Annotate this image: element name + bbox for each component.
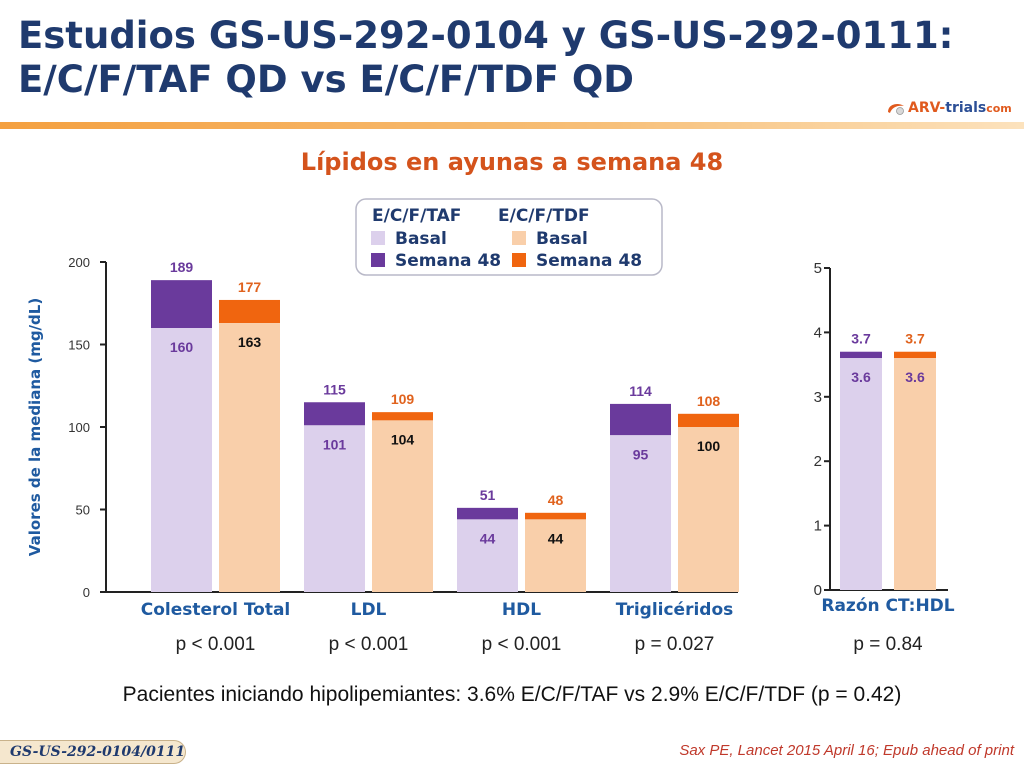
y-tick-label: 5 [814,260,822,277]
legend: E/C/F/TAF E/C/F/TDF Basal Basal Semana 4… [355,198,663,276]
slide-title-line-2: E/C/F/TAF QD vs E/C/F/TDF QD [18,58,634,101]
label-taf-basal-ldl: 101 [323,436,347,452]
p-value-trigliceridos: p = 0.027 [634,634,715,655]
legend-label-taf-week48: Semana 48 [395,251,501,271]
y-tick-label: 3 [814,389,822,406]
legend-group-taf: E/C/F/TAF [372,206,461,226]
bar-taf-week48-colesterol-total [151,280,212,328]
bar-taf-basal-hdl [457,519,518,592]
category-label-ldl: LDL [351,600,387,620]
lipid-lowering-note: Pacientes iniciando hipolipemiantes: 3.6… [122,683,902,706]
category-label-colesterol-total: Colesterol Total [141,600,291,620]
label-tdf-week48-hdl: 48 [548,492,564,508]
y-tick-label: 100 [68,420,90,435]
y-tick-label: 50 [76,503,90,518]
chart-title: Lípidos en ayunas a semana 48 [300,148,724,176]
y-tick-label: 150 [68,338,90,353]
slide-title-line-1: Estudios GS-US-292-0104 y GS-US-292-0111… [18,14,954,57]
bar-taf-basal-colesterol-total [151,328,212,592]
bar-taf-week48-hdl [457,507,518,520]
bar-tdf-week48-trigliceridos [678,413,739,427]
bar-taf-basal-razon-ct-hdl [840,358,882,590]
reference-citation: Sax PE, Lancet 2015 April 16; Epub ahead… [679,742,1014,759]
p-value-colesterol-total: p < 0.001 [175,634,256,655]
label-taf-week48-trigliceridos: 114 [629,383,652,399]
legend-frame [355,198,663,276]
label-taf-week48-ldl: 115 [323,381,346,397]
legend-label-taf-basal: Basal [395,229,447,249]
category-label-hdl: HDL [502,600,541,620]
bar-tdf-week48-razon-ct-hdl [894,351,936,359]
label-tdf-basal-trigliceridos: 100 [697,438,721,454]
label-taf-basal-trigliceridos: 95 [633,446,649,462]
legend-label-tdf-week48: Semana 48 [536,251,642,271]
slide-title: Estudios GS-US-292-0104 y GS-US-292-0111… [18,14,954,102]
bar-tdf-week48-ldl [372,412,433,421]
label-tdf-basal-razon-ct-hdl: 3.6 [905,369,925,385]
legend-swatch-tdf-basal [512,231,526,245]
p-value-ldl: p < 0.001 [328,634,409,655]
bar-tdf-basal-trigliceridos [678,427,739,592]
bar-tdf-basal-razon-ct-hdl [894,358,936,590]
y-axis-label: Valores de la mediana (mg/dL) [26,298,44,556]
legend-swatch-tdf-week48 [512,253,526,267]
bar-taf-basal-ldl [304,425,365,592]
legend-swatch-taf-week48 [371,253,385,267]
label-tdf-week48-razon-ct-hdl: 3.7 [905,331,925,347]
study-tag: GS-US-292-0104/0111 [0,740,186,764]
label-tdf-week48-trigliceridos: 108 [697,393,721,409]
bar-tdf-basal-hdl [525,519,586,592]
label-taf-week48-hdl: 51 [480,487,496,503]
label-tdf-basal-hdl: 44 [548,530,564,546]
y-tick-label: 200 [68,255,90,270]
bar-tdf-week48-colesterol-total [219,299,280,324]
y-tick-label: 4 [814,324,822,341]
lipids-bar-chart: 0 50 100 150 200 Valores de la mediana (mg/dL… [26,255,739,620]
bar-taf-week48-razon-ct-hdl [840,351,882,359]
label-taf-basal-colesterol-total: 160 [170,339,194,355]
category-label-razon-ct-hdl: Razón CT:HDL [821,596,954,616]
label-taf-basal-razon-ct-hdl: 3.6 [851,369,871,385]
arv-trials-logo: ARV-trialscom [886,96,1014,120]
logo-text: ARV-trialscom [908,100,1012,116]
logo-icon [888,104,904,115]
bar-tdf-basal-colesterol-total [219,323,280,592]
legend-label-tdf-basal: Basal [536,229,588,249]
bar-tdf-basal-ldl [372,420,433,592]
label-taf-week48-razon-ct-hdl: 3.7 [851,331,871,347]
title-divider [0,122,1024,129]
legend-group-tdf: E/C/F/TDF [498,206,590,226]
category-label-trigliceridos: Triglicéridos [616,600,734,620]
y-tick-label: 1 [814,518,822,535]
label-tdf-basal-ldl: 104 [391,431,415,447]
y-tick-label: 0 [814,582,822,599]
bar-taf-basal-trigliceridos [610,435,671,592]
bar-taf-week48-ldl [304,402,365,426]
label-tdf-basal-colesterol-total: 163 [238,334,262,350]
legend-swatch-taf-basal [371,231,385,245]
bar-tdf-week48-hdl [525,512,586,520]
p-value-razon-ct-hdl: p = 0.84 [853,634,923,655]
bar-taf-week48-trigliceridos [610,403,671,436]
p-value-hdl: p < 0.001 [481,634,562,655]
ratio-bar-chart: 0 1 2 3 4 5 3.7 3.6 3.7 3.6 Razón CT:HDL [814,260,955,616]
label-tdf-week48-colesterol-total: 177 [238,279,262,295]
y-tick-label: 2 [814,453,822,470]
label-tdf-week48-ldl: 109 [391,391,415,407]
y-tick-label: 0 [83,585,90,600]
label-taf-basal-hdl: 44 [480,530,496,546]
label-taf-week48-colesterol-total: 189 [170,259,194,275]
